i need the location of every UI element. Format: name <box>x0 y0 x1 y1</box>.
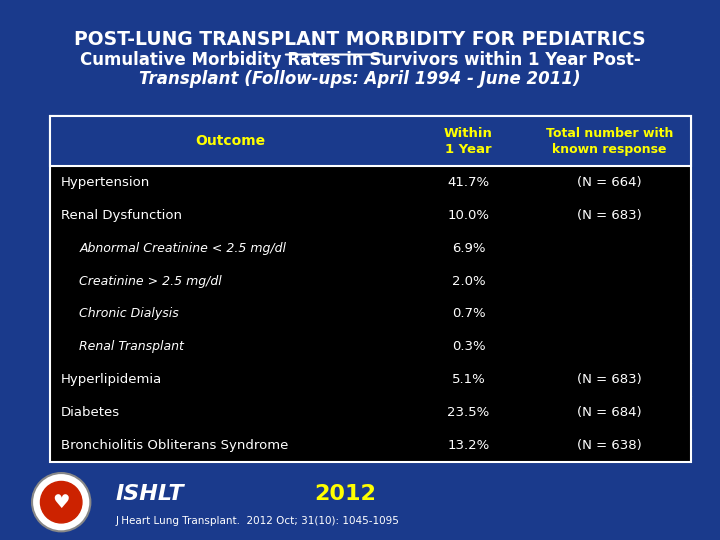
Text: Chronic Dialysis: Chronic Dialysis <box>79 307 179 320</box>
Text: Hypertension: Hypertension <box>61 176 150 189</box>
Text: 13.2%: 13.2% <box>447 439 490 452</box>
Text: Abnormal Creatinine < 2.5 mg/dl: Abnormal Creatinine < 2.5 mg/dl <box>79 242 287 255</box>
Text: 6.9%: 6.9% <box>451 242 485 255</box>
Text: J Heart Lung Transplant.  2012 Oct; 31(10): 1045-1095: J Heart Lung Transplant. 2012 Oct; 31(10… <box>115 516 399 526</box>
Text: (N = 638): (N = 638) <box>577 439 642 452</box>
Text: Cumulative Morbidity Rates in Survivors within 1 Year Post-: Cumulative Morbidity Rates in Survivors … <box>80 51 640 69</box>
Text: 41.7%: 41.7% <box>447 176 490 189</box>
Text: Transplant (Follow-ups: April 1994 - June 2011): Transplant (Follow-ups: April 1994 - Jun… <box>139 70 581 88</box>
Text: Bronchiolitis Obliterans Syndrome: Bronchiolitis Obliterans Syndrome <box>61 439 289 452</box>
Text: Hyperlipidemia: Hyperlipidemia <box>61 373 163 386</box>
Text: Within
1 Year: Within 1 Year <box>444 127 493 156</box>
Text: ISHLT: ISHLT <box>115 484 184 504</box>
Text: 23.5%: 23.5% <box>447 406 490 419</box>
Text: ♥: ♥ <box>53 492 70 512</box>
Text: (N = 664): (N = 664) <box>577 176 642 189</box>
Text: Diabetes: Diabetes <box>61 406 120 419</box>
Circle shape <box>32 473 91 531</box>
Text: Renal Transplant: Renal Transplant <box>79 340 184 353</box>
Text: (N = 683): (N = 683) <box>577 373 642 386</box>
Text: 0.3%: 0.3% <box>451 340 485 353</box>
Text: (N = 684): (N = 684) <box>577 406 642 419</box>
Text: Creatinine > 2.5 mg/dl: Creatinine > 2.5 mg/dl <box>79 275 222 288</box>
Text: Outcome: Outcome <box>195 134 265 148</box>
Text: Total number with
known response: Total number with known response <box>546 127 673 156</box>
Text: (N = 683): (N = 683) <box>577 209 642 222</box>
Text: 5.1%: 5.1% <box>451 373 485 386</box>
Circle shape <box>40 482 82 523</box>
Text: Renal Dysfunction: Renal Dysfunction <box>61 209 182 222</box>
Text: 2.0%: 2.0% <box>451 275 485 288</box>
Text: 0.7%: 0.7% <box>451 307 485 320</box>
Text: POST-LUNG TRANSPLANT MORBIDITY FOR PEDIATRICS: POST-LUNG TRANSPLANT MORBIDITY FOR PEDIA… <box>74 30 646 49</box>
Text: 2012: 2012 <box>315 484 377 504</box>
Text: 10.0%: 10.0% <box>448 209 490 222</box>
